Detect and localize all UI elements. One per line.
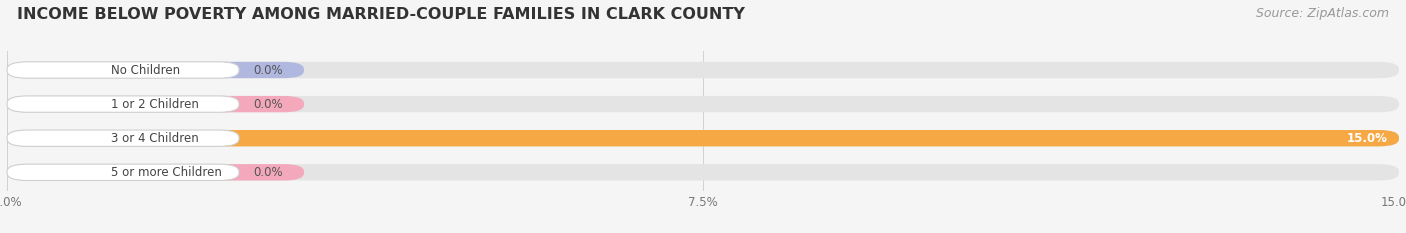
Text: 0.0%: 0.0% bbox=[253, 166, 283, 179]
FancyBboxPatch shape bbox=[7, 164, 239, 181]
FancyBboxPatch shape bbox=[7, 130, 1399, 146]
Text: Source: ZipAtlas.com: Source: ZipAtlas.com bbox=[1256, 7, 1389, 20]
FancyBboxPatch shape bbox=[7, 164, 304, 181]
FancyBboxPatch shape bbox=[7, 96, 1399, 112]
FancyBboxPatch shape bbox=[7, 62, 239, 78]
FancyBboxPatch shape bbox=[7, 96, 304, 112]
Text: 3 or 4 Children: 3 or 4 Children bbox=[111, 132, 200, 145]
Text: 0.0%: 0.0% bbox=[253, 64, 283, 76]
Text: 15.0%: 15.0% bbox=[1347, 132, 1388, 145]
Text: 1 or 2 Children: 1 or 2 Children bbox=[111, 98, 200, 111]
Text: INCOME BELOW POVERTY AMONG MARRIED-COUPLE FAMILIES IN CLARK COUNTY: INCOME BELOW POVERTY AMONG MARRIED-COUPL… bbox=[17, 7, 745, 22]
Text: No Children: No Children bbox=[111, 64, 180, 76]
FancyBboxPatch shape bbox=[7, 96, 239, 112]
Text: 5 or more Children: 5 or more Children bbox=[111, 166, 222, 179]
FancyBboxPatch shape bbox=[7, 130, 1399, 146]
FancyBboxPatch shape bbox=[7, 62, 304, 78]
FancyBboxPatch shape bbox=[7, 62, 1399, 78]
Text: 0.0%: 0.0% bbox=[253, 98, 283, 111]
FancyBboxPatch shape bbox=[7, 130, 239, 146]
FancyBboxPatch shape bbox=[7, 164, 1399, 181]
